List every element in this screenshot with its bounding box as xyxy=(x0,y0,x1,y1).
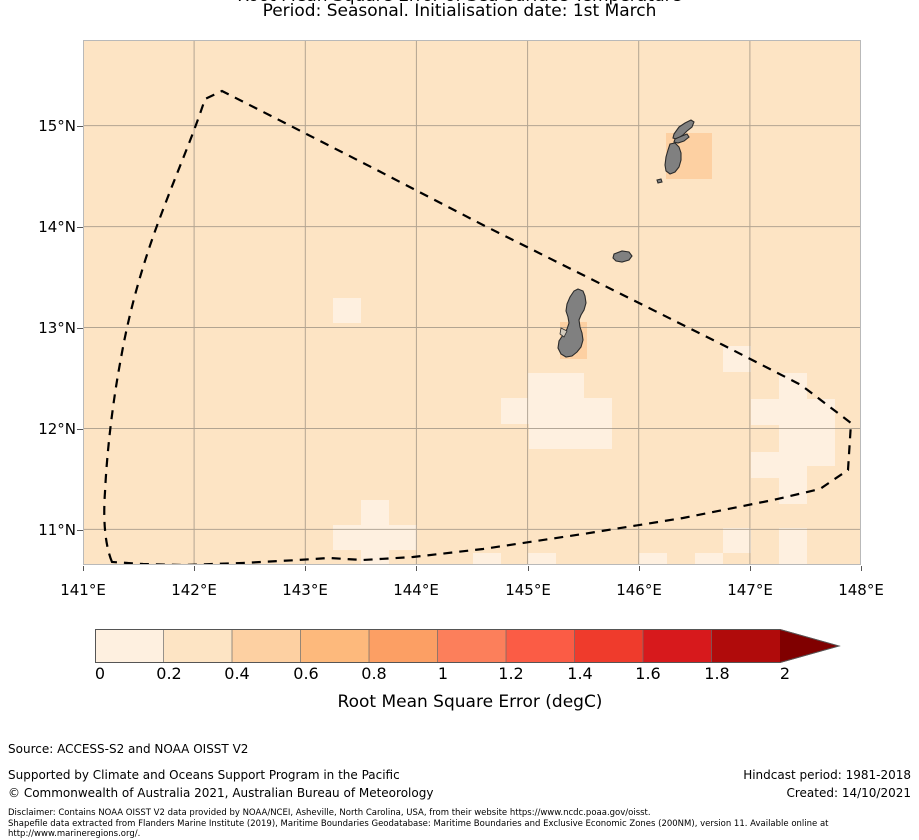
x-tick-label-148e: 148°E xyxy=(838,581,884,599)
island-anatahan xyxy=(672,119,695,140)
cb-tick-1: 1 xyxy=(437,664,449,683)
colorbar-segment-dividers xyxy=(163,629,712,663)
y-tickmark-15n xyxy=(77,126,83,127)
y-axis-ticks: 15°N 14°N 13°N 12°N 11°N xyxy=(0,0,76,839)
colorbar-extend-arrow xyxy=(780,629,840,663)
footer-support-line-1: Supported by Climate and Oceans Support … xyxy=(8,768,400,782)
x-tick-label-142e: 142°E xyxy=(171,581,217,599)
colorbar-segments xyxy=(95,629,780,663)
x-tick-label-141e: 141°E xyxy=(60,581,106,599)
y-tickmark-13n xyxy=(77,328,83,329)
x-tickmark-146e xyxy=(639,566,640,571)
map-plot-area[interactable] xyxy=(83,40,861,565)
x-tickmark-148e xyxy=(861,566,862,571)
island-tinian xyxy=(656,178,663,184)
map-canvas xyxy=(83,40,861,565)
map-gridlines xyxy=(83,40,861,565)
y-tick-label-14n: 14°N xyxy=(38,218,76,236)
colorbar-title: Root Mean Square Error (degC) xyxy=(337,692,603,712)
colorbar-canvas xyxy=(95,629,841,663)
x-tick-label-146e: 146°E xyxy=(616,581,662,599)
map-background xyxy=(83,40,861,565)
colorbar-outline xyxy=(95,629,841,663)
x-tickmark-142e xyxy=(194,566,195,571)
x-tick-label-143e: 143°E xyxy=(282,581,328,599)
footer-hindcast-period: Hindcast period: 1981-2018 xyxy=(743,768,911,782)
x-tickmark-141e xyxy=(83,566,84,571)
y-tick-label-15n: 15°N xyxy=(38,117,76,135)
cb-tick-0: 0 xyxy=(94,664,106,683)
x-tick-label-144e: 144°E xyxy=(393,581,439,599)
cb-tick-0-8: 0.8 xyxy=(361,664,387,683)
footer-right-block: Hindcast period: 1981-2018 Created: 14/1… xyxy=(743,766,911,802)
footer-copyright-line: © Commonwealth of Australia 2021, Austra… xyxy=(8,786,434,800)
x-axis-ticks: 141°E 142°E 143°E 144°E 145°E 146°E 147°… xyxy=(0,582,919,604)
cb-tick-0-6: 0.6 xyxy=(293,664,319,683)
figure-title-line-2: Period: Seasonal. Initialisation date: 1… xyxy=(262,1,657,21)
y-tick-label-12n: 12°N xyxy=(38,420,76,438)
x-tick-label-147e: 147°E xyxy=(727,581,773,599)
y-tickmark-14n xyxy=(77,227,83,228)
island-guam xyxy=(557,288,587,358)
island-rota xyxy=(612,250,633,263)
footer-disclaimer-line-1: Disclaimer: Contains NOAA OISST V2 data … xyxy=(8,808,651,818)
x-tickmark-145e xyxy=(528,566,529,571)
cb-tick-1-4: 1.4 xyxy=(567,664,593,683)
x-tickmark-143e xyxy=(305,566,306,571)
colorbar[interactable] xyxy=(95,629,855,663)
footer-support-block: Supported by Climate and Oceans Support … xyxy=(8,766,433,802)
land-polygons xyxy=(557,119,695,358)
y-tickmark-11n xyxy=(77,530,83,531)
footer-disclaimer-line-2: Shapefile data extracted from Flanders M… xyxy=(8,818,829,829)
figure-title-line-1: Root Mean Square Error of Sea Surface Te… xyxy=(0,0,919,6)
y-tick-label-13n: 13°N xyxy=(38,319,76,337)
island-guam-notch xyxy=(559,327,568,338)
cb-tick-1-8: 1.8 xyxy=(704,664,730,683)
island-saipan xyxy=(664,142,682,175)
cb-tick-0-2: 0.2 xyxy=(156,664,182,683)
footer-disclaimer-block: Disclaimer: Contains NOAA OISST V2 data … xyxy=(8,808,913,840)
x-tickmark-144e xyxy=(416,566,417,571)
footer-source: Source: ACCESS-S2 and NOAA OISST V2 xyxy=(8,742,249,756)
footer-created-date: Created: 14/10/2021 xyxy=(786,786,911,800)
footer: Source: ACCESS-S2 and NOAA OISST V2 Supp… xyxy=(0,735,919,839)
cb-tick-0-4: 0.4 xyxy=(224,664,250,683)
x-tick-label-145e: 145°E xyxy=(505,581,551,599)
island-farallon xyxy=(673,133,690,144)
cb-tick-2: 2 xyxy=(779,664,791,683)
x-tickmark-147e xyxy=(750,566,751,571)
eez-boundary xyxy=(103,89,853,565)
y-tickmark-12n xyxy=(77,429,83,430)
cb-tick-1-6: 1.6 xyxy=(635,664,661,683)
footer-disclaimer-line-3: http://www.marineregions.org/. xyxy=(8,829,141,839)
cb-tick-1-2: 1.2 xyxy=(498,664,524,683)
y-tick-label-11n: 11°N xyxy=(38,521,76,539)
